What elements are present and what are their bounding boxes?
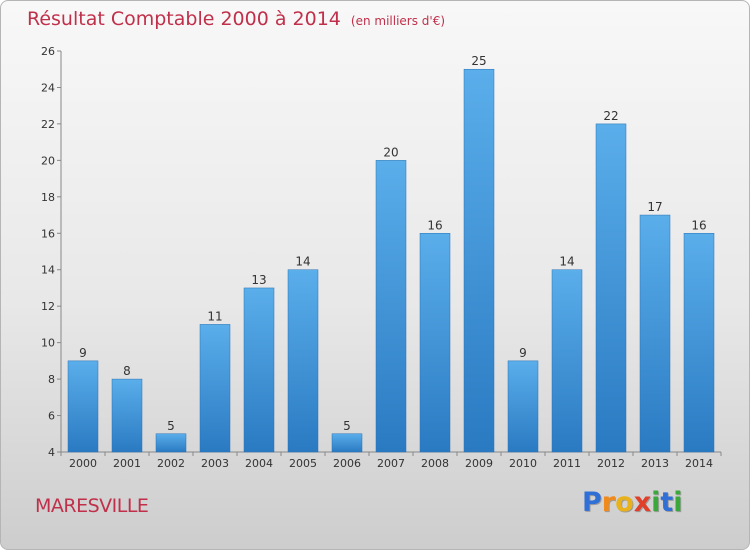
x-tick-label: 2009 [465,457,493,470]
x-tick-label: 2004 [245,457,273,470]
logo-letter: o [615,487,634,518]
title-text: Résultat Comptable 2000 à 2014 [27,8,341,30]
y-tick-label: 26 [41,45,55,58]
bar-2011 [551,269,583,453]
x-tick-label: 2012 [597,457,625,470]
bar-2004 [243,287,275,453]
data-label-2010: 9 [519,346,527,360]
y-tick-label: 4 [48,446,55,459]
x-tick-label: 2011 [553,457,581,470]
x-tick-label: 2007 [377,457,405,470]
y-tick-label: 12 [41,300,55,313]
y-tick-label: 20 [41,154,55,167]
y-tick-label: 24 [41,81,55,94]
x-tick-label: 2010 [509,457,537,470]
logo-letter: i [651,487,661,518]
x-tick-label: 2014 [685,457,713,470]
y-tick-label: 16 [41,227,55,240]
bar-2012 [595,123,627,453]
x-tick-label: 2000 [69,457,97,470]
bar-2013 [639,214,671,453]
x-tick-label: 2008 [421,457,449,470]
x-tick-label: 2001 [113,457,141,470]
logo-letter: r [601,487,616,518]
x-tick-label: 2005 [289,457,317,470]
bar-2000 [67,360,99,453]
y-tick-label: 6 [48,410,55,423]
data-label-2008: 16 [427,218,442,232]
unit-note: (en milliers d'€) [350,14,446,28]
data-label-2014: 16 [691,218,706,232]
y-tick-label: 8 [48,373,55,386]
data-label-2007: 20 [383,145,398,159]
data-label-2009: 25 [471,54,486,68]
chart-title: Résultat Comptable 2000 à 2014 (en millie… [27,8,445,30]
logo-letter: t [660,487,674,518]
data-label-2012: 22 [603,109,618,123]
bar-2007 [375,160,407,453]
bar-2001 [111,378,143,453]
bars [67,68,715,453]
bar-2008 [419,233,451,453]
data-label-2004: 13 [251,273,266,287]
data-label-2000: 9 [79,346,87,360]
bar-2003 [199,324,231,453]
data-label-2013: 17 [647,200,662,214]
data-labels: 9 8 5 11 13 14 5 20 16 25 9 14 22 17 16 [79,54,706,433]
bar-2009 [463,68,495,453]
x-tick-label: 2013 [641,457,669,470]
bar-2010 [507,360,539,453]
y-tick-label: 22 [41,118,55,131]
logo-letter: P [582,487,602,518]
x-tick-label: 2002 [157,457,185,470]
data-label-2001: 8 [123,364,131,378]
data-label-2002: 5 [167,419,175,433]
bar-2002 [155,433,187,453]
logo-letter: i [673,487,683,518]
y-tick-label: 10 [41,337,55,350]
data-label-2011: 14 [559,255,574,269]
bar-2006 [331,433,363,453]
bar-2014 [683,233,715,453]
logo-letter: x [633,487,652,518]
commune-name: MARESVILLE [35,495,149,517]
x-tick-label: 2006 [333,457,361,470]
data-label-2003: 11 [207,309,222,323]
data-label-2006: 5 [343,419,351,433]
y-tick-label: 14 [41,264,55,277]
data-label-2005: 14 [295,255,310,269]
y-tick-label: 18 [41,191,55,204]
bar-2005 [287,269,319,453]
proxiti-logo[interactable]: Proxiti [582,487,683,518]
x-tick-label: 2003 [201,457,229,470]
